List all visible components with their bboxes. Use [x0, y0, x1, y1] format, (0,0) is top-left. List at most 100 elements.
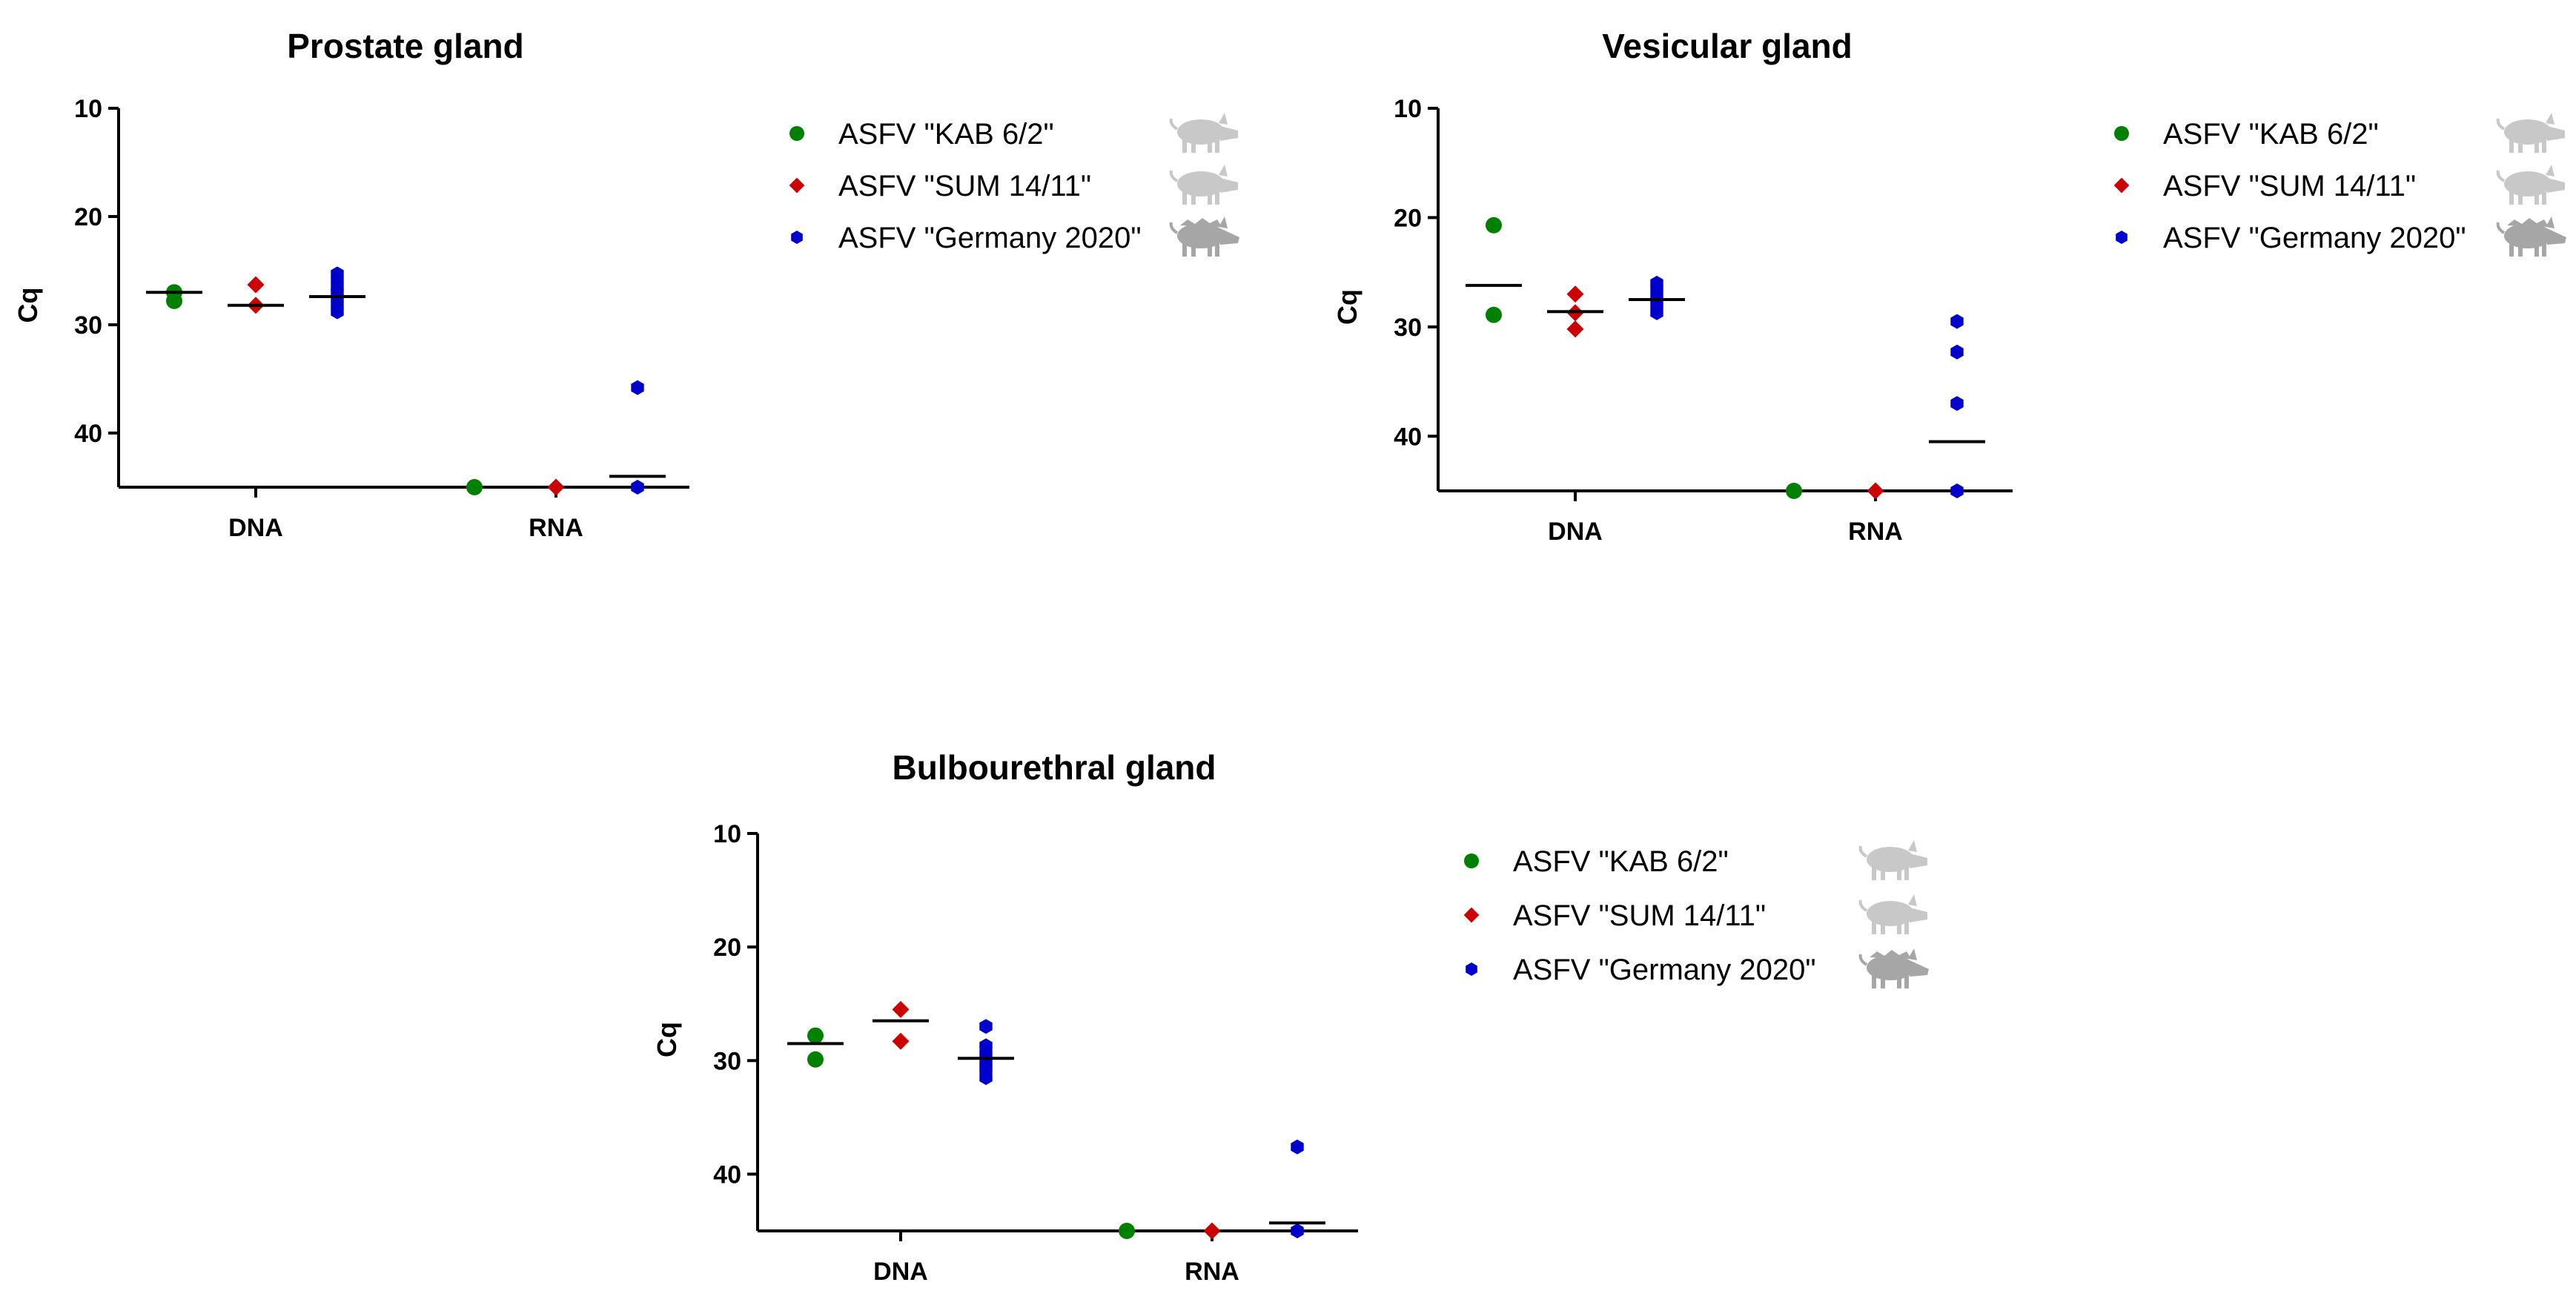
domestic-pig-icon-head [1220, 126, 1238, 141]
data-point [1867, 482, 1884, 500]
wild-boar-icon-ear [1219, 217, 1228, 228]
domestic-pig-icon [1169, 113, 1238, 153]
domestic-pig-icon-body [1177, 119, 1225, 145]
legend-label: ASFV "KAB 6/2" [838, 118, 1054, 151]
domestic-pig-icon [1169, 165, 1238, 205]
legend-marker [1464, 853, 1479, 868]
data-point [166, 292, 182, 309]
wild-boar-icon-leg [1904, 975, 1909, 988]
domestic-pig-icon-head [2547, 126, 2565, 141]
domestic-pig-icon-leg [2534, 191, 2539, 205]
wild-boar-icon-leg [2518, 243, 2523, 257]
wild-boar-icon-leg [2542, 243, 2546, 257]
data-point [1203, 1222, 1221, 1240]
wild-boar-icon [2496, 217, 2566, 257]
legend-marker [2114, 126, 2129, 141]
data-point [466, 479, 483, 495]
legend-item: ASFV "SUM 14/11" [789, 165, 1238, 205]
chart-panel: Bulbourethral gland 10 20 30 40 Cq DNA RNA ASFV … [652, 748, 1929, 1286]
wild-boar-icon-leg [1872, 975, 1876, 988]
legend-item: ASFV "Germany 2020" [1466, 948, 1929, 988]
data-point [1650, 305, 1663, 320]
domestic-pig-icon-leg [2518, 139, 2523, 153]
domestic-pig-icon-body [2504, 171, 2552, 197]
domestic-pig-icon-leg [2518, 191, 2523, 205]
domestic-pig-icon-ear [2546, 113, 2555, 125]
data-point [631, 480, 644, 495]
domestic-pig-icon [1858, 840, 1927, 880]
domestic-pig-icon [1858, 894, 1927, 934]
y-tick-label: 10 [713, 820, 741, 848]
domestic-pig-icon-leg [1872, 867, 1876, 880]
wild-boar-icon-head [2547, 228, 2566, 245]
data-point [1291, 1224, 1304, 1238]
data-point [1950, 483, 1964, 498]
y-tick-label: 20 [74, 203, 102, 231]
wild-boar-icon-bristles [1870, 950, 1911, 959]
legend-item: ASFV "Germany 2020" [2116, 217, 2566, 257]
data-point [1950, 396, 1964, 412]
domestic-pig-icon [2496, 165, 2565, 205]
wild-boar-icon-body [2504, 223, 2552, 248]
wild-boar-icon-tail [1858, 954, 1868, 966]
wild-boar-icon-leg [1897, 975, 1901, 988]
wild-boar-icon-bristles [2507, 218, 2549, 227]
data-point [247, 276, 265, 294]
wild-boar-icon-leg [1881, 975, 1885, 988]
domestic-pig-icon-head [2547, 178, 2565, 193]
y-tick-label: 40 [74, 420, 102, 448]
wild-boar-icon-ear [2546, 217, 2555, 228]
legend-label: ASFV "Germany 2020" [838, 222, 1142, 254]
domestic-pig-icon-leg [1897, 921, 1901, 934]
chart-title: Vesicular gland [1602, 27, 1852, 65]
chart-title: Bulbourethral gland [893, 748, 1216, 787]
legend-marker [789, 126, 804, 141]
data-point [807, 1027, 824, 1044]
chart-panel: Prostate gland 10 20 30 40 Cq DNA RNA ASFV "KAB … [13, 27, 1239, 542]
domestic-pig-icon-leg [2534, 139, 2539, 153]
domestic-pig-icon-leg [1881, 867, 1885, 880]
legend-marker [1463, 907, 1480, 923]
chart-title: Prostate gland [287, 27, 524, 65]
y-tick-label: 10 [74, 95, 102, 123]
wild-boar-icon-leg [1182, 243, 1187, 257]
wild-boar-icon-head [1910, 960, 1929, 977]
data-point [547, 478, 565, 496]
domestic-pig-icon-leg [1208, 191, 1212, 205]
domestic-pig-icon-body [1177, 171, 1225, 197]
domestic-pig-icon-leg [1208, 139, 1212, 153]
wild-boar-icon [1858, 948, 1929, 988]
wild-boar-icon-tail [1169, 222, 1179, 234]
y-tick-label: 40 [1394, 423, 1422, 451]
y-tick-label: 30 [713, 1047, 741, 1075]
domestic-pig-icon-leg [1215, 139, 1219, 153]
wild-boar-icon-bristles [1180, 218, 1222, 227]
domestic-pig-icon-head [1910, 908, 1927, 922]
data-point [979, 1070, 993, 1086]
x-category-label: RNA [529, 514, 583, 542]
domestic-pig-icon-leg [1191, 139, 1196, 153]
y-tick-label: 10 [1394, 95, 1422, 123]
domestic-pig-icon-tail [1169, 118, 1179, 131]
data-point [1486, 306, 1502, 323]
data-point [1950, 344, 1964, 360]
data-point [1950, 314, 1964, 329]
data-point [1566, 320, 1584, 338]
y-tick-label: 30 [1394, 314, 1422, 342]
legend-item: ASFV "KAB 6/2" [1464, 840, 1927, 880]
wild-boar-icon-body [1177, 223, 1225, 248]
legend-item: ASFV "SUM 14/11" [2113, 165, 2565, 205]
legend-marker [1466, 962, 1477, 976]
y-axis-label: Cq [652, 1022, 682, 1057]
domestic-pig-icon-tail [2496, 118, 2506, 131]
y-axis-label: Cq [1332, 289, 1363, 325]
data-point [1566, 285, 1584, 303]
domestic-pig-icon [2496, 113, 2565, 153]
wild-boar-icon-leg [1215, 243, 1219, 257]
domestic-pig-icon-leg [1897, 867, 1901, 880]
domestic-pig-icon-leg [1872, 921, 1876, 934]
legend-label: ASFV "SUM 14/11" [1513, 899, 1766, 932]
y-tick-label: 30 [74, 311, 102, 340]
y-axis-label: Cq [13, 288, 43, 323]
data-point [892, 1032, 910, 1050]
